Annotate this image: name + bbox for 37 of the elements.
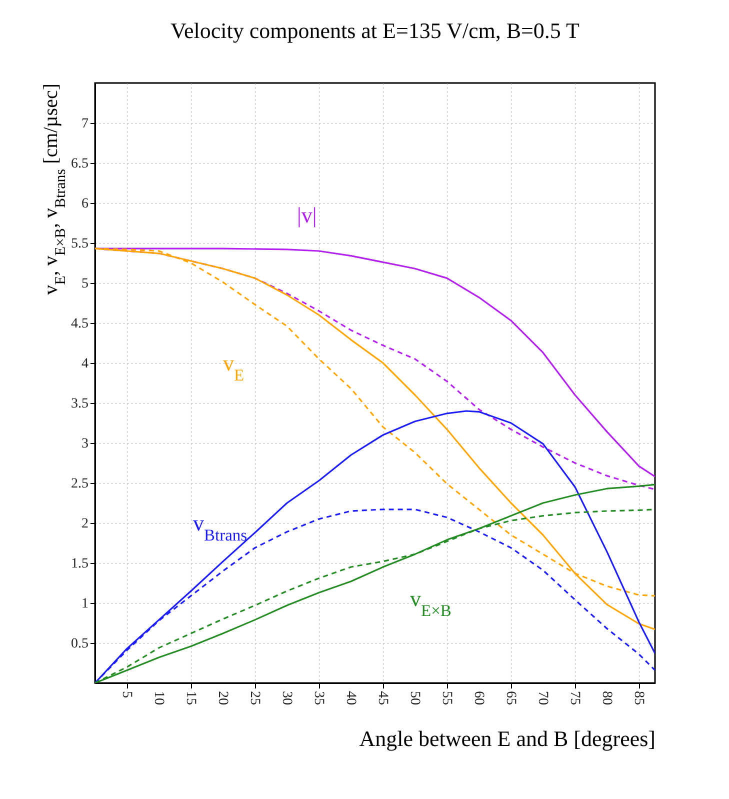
x-tick-label: 40 [343,691,358,705]
x-tick-label: 70 [535,691,550,705]
y-tick-label: 1 [82,596,88,612]
x-tick-label: 80 [599,691,614,705]
chart-title: Velocity components at E=135 V/cm, B=0.5 T [170,18,580,43]
x-axis-title: Angle between E and B [degrees] [359,726,656,751]
x-tick-label: 35 [311,691,326,705]
x-tick-label: 55 [439,691,454,705]
y-tick-label: 4.5 [71,316,88,332]
text: v$_{E}$ [223,350,244,384]
y-tick-label: 2.5 [71,476,88,492]
y-tick-label: 7 [82,116,88,132]
x-tick-label: 25 [247,691,262,705]
series-label: v$_{E×B}$ [410,586,452,620]
series-label: |v| [297,202,317,228]
x-tick-label: 15 [183,691,198,705]
series-label: v$_{Btrans}$ [193,510,248,544]
y-tick-label: 2 [82,516,88,532]
y-tick-label: 3.5 [71,396,88,412]
x-tick-label: 10 [151,691,166,705]
y-tick-label: 5 [82,276,88,292]
x-tick-label: 75 [567,691,582,705]
x-tick-label: 45 [375,691,390,705]
y-tick-label: 3 [82,436,88,452]
x-tick-label: 30 [279,691,294,705]
x-tick-label: 85 [631,691,646,705]
x-tick-label: 65 [503,691,518,705]
y-tick-label: 6.5 [71,156,88,172]
x-tick-label: 5 [119,691,134,698]
x-tick-label: 50 [407,691,422,705]
y-tick-label: 0.5 [71,636,88,652]
y-tick-label: 1.5 [71,556,88,572]
x-tick-label: 20 [215,691,230,705]
x-tick-label: 60 [471,691,486,705]
y-tick-label: 4 [82,356,88,372]
y-tick-label: 6 [82,196,88,212]
y-tick-label: 5.5 [71,236,88,252]
